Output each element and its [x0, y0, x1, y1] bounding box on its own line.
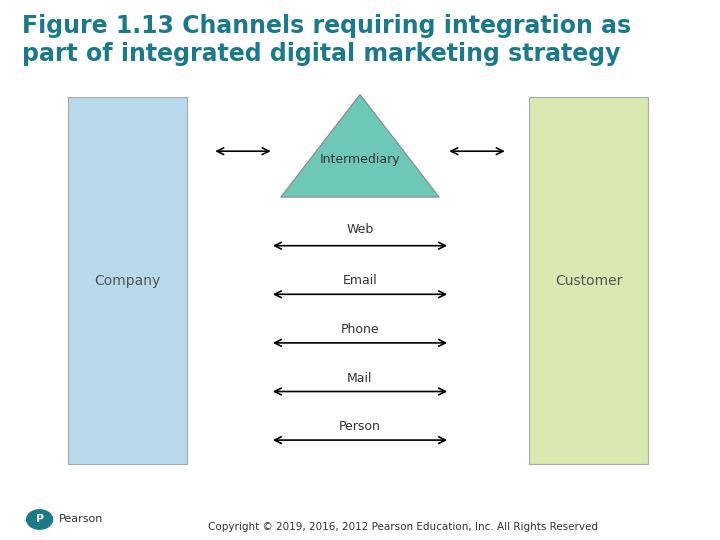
Text: Company: Company	[94, 274, 161, 288]
Text: Intermediary: Intermediary	[320, 153, 400, 166]
Text: P: P	[35, 515, 44, 524]
Text: Email: Email	[343, 274, 377, 287]
Bar	[529, 97, 648, 464]
Text: Phone: Phone	[341, 323, 379, 336]
Text: Copyright © 2019, 2016, 2012 Pearson Education, Inc. All Rights Reserved: Copyright © 2019, 2016, 2012 Pearson Edu…	[208, 522, 598, 531]
Polygon shape	[281, 94, 439, 197]
Text: Customer: Customer	[555, 274, 622, 288]
Text: Mail: Mail	[347, 372, 373, 384]
Text: Figure 1.13 Channels requiring integration as
part of integrated digital marketi: Figure 1.13 Channels requiring integrati…	[22, 14, 631, 66]
Circle shape	[27, 510, 53, 529]
Text: Person: Person	[339, 420, 381, 433]
Bar	[68, 97, 187, 464]
Text: Web: Web	[346, 223, 374, 236]
Text: Pearson: Pearson	[59, 515, 104, 524]
